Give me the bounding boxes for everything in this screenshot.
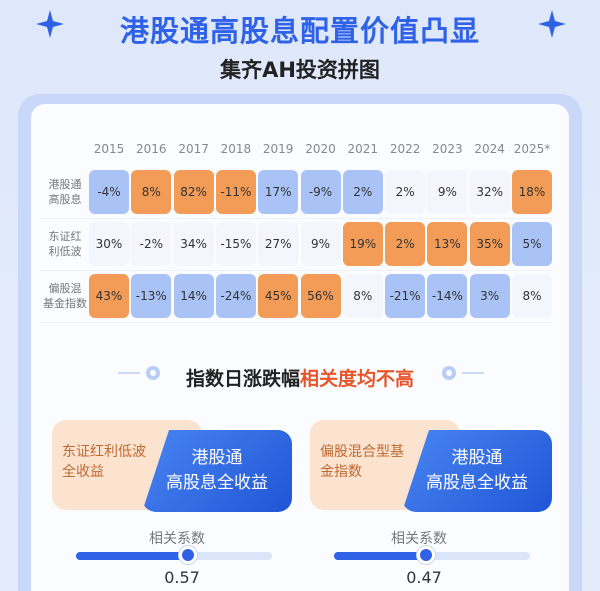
table-cell: 2%: [385, 222, 426, 266]
table-cell: -2%: [131, 222, 172, 266]
year-header: 2024: [474, 142, 505, 156]
correlation-label: 相关系数: [149, 531, 205, 547]
year-header: 2016: [136, 142, 167, 156]
correlation-fill: [334, 552, 427, 560]
table-cell: 34%: [173, 222, 214, 266]
table-cell: 43%: [89, 274, 129, 318]
table-cell: 19%: [342, 222, 383, 266]
correlation-fill: [76, 552, 188, 560]
comparison-left-label: 偏股混合型基 金指数: [320, 444, 404, 480]
row-separator: [40, 218, 552, 219]
sparkle-icon: [538, 10, 566, 38]
table-cell: 13%: [427, 222, 468, 266]
correlation-knob: [178, 546, 197, 564]
table-cell: 82%: [173, 170, 214, 214]
table-cell: 9%: [427, 170, 468, 214]
table-cell: -11%: [215, 170, 256, 214]
table-cell: -13%: [131, 274, 172, 318]
table-cell: 30%: [89, 222, 129, 266]
table-cell: 27%: [258, 222, 299, 266]
comparison-left-label: 东证红利低波 全收益: [62, 444, 146, 480]
table-cell: 35%: [469, 222, 510, 266]
correlation-label: 相关系数: [391, 531, 447, 547]
table-cell: -14%: [427, 274, 468, 318]
table-cell: 14%: [173, 274, 214, 318]
row-label: 港股通 高股息: [48, 178, 82, 206]
year-header: 2023: [432, 142, 463, 156]
comparison-right-card: 港股通 高股息全收益: [402, 430, 552, 512]
year-header: 2021: [347, 142, 379, 156]
page-subtitle: 集齐AH投资拼图: [220, 58, 380, 82]
row-label: 东证红 利低波: [48, 230, 82, 258]
table-cell: -9%: [300, 170, 341, 214]
table-cell: 56%: [300, 274, 341, 318]
table-cell: 9%: [300, 222, 341, 266]
table-cell: 8%: [342, 274, 383, 318]
comparison-right-card: 港股通 高股息全收益: [142, 430, 292, 512]
table-cell: 2%: [385, 170, 426, 214]
year-header: 2022: [389, 142, 421, 156]
table-cell: 17%: [258, 170, 299, 214]
year-header: 2020: [305, 142, 336, 156]
row-label: 偏股混 基金指数: [43, 282, 87, 310]
year-header: 2015: [93, 142, 125, 156]
year-header: 2025*: [513, 142, 551, 156]
table-cell: 45%: [258, 274, 299, 318]
year-header: 2019: [262, 142, 294, 156]
table-cell: 5%: [512, 222, 552, 266]
year-header: 2017: [178, 142, 209, 156]
section-heading: 指数日涨跌幅相关度均不高: [0, 364, 600, 391]
correlation-value: 0.47: [406, 568, 442, 587]
table-cell: -15%: [215, 222, 256, 266]
year-header: 2018: [220, 142, 252, 156]
decor-dot: [442, 366, 456, 380]
table-cell: 18%: [512, 170, 552, 214]
section-heading-highlight: 相关度均不高: [300, 368, 415, 390]
divider-line: [462, 372, 484, 374]
table-cell: 32%: [469, 170, 510, 214]
decor-dot: [146, 366, 160, 380]
table-cell: 3%: [469, 274, 510, 318]
title-row: 港股通高股息配置价值凸显: [0, 8, 600, 48]
sparkle-icon: [36, 10, 64, 38]
page-title: 港股通高股息配置价值凸显: [119, 14, 480, 48]
row-separator: [40, 270, 552, 271]
table-cell: -21%: [385, 274, 426, 318]
row-separator: [40, 322, 552, 323]
correlation-knob: [417, 546, 436, 564]
table-cell: -24%: [215, 274, 256, 318]
table-cell: 8%: [512, 274, 552, 318]
table-cell: -4%: [89, 170, 129, 214]
table-cell: 8%: [131, 170, 172, 214]
divider-line: [118, 372, 140, 374]
section-heading-text: 指数日涨跌幅: [185, 368, 300, 390]
table-cell: 2%: [342, 170, 383, 214]
correlation-value: 0.57: [164, 568, 200, 587]
